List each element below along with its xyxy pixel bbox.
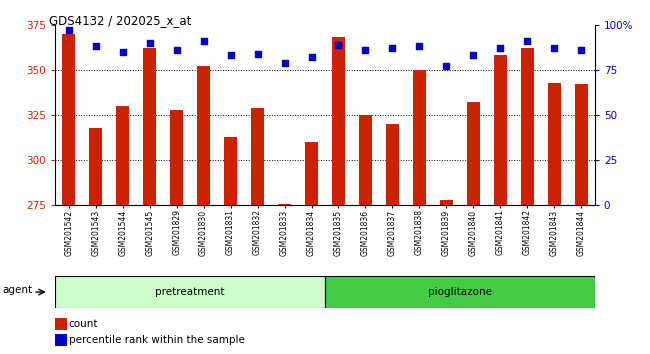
Bar <box>55 318 67 330</box>
Bar <box>55 276 325 308</box>
Bar <box>385 124 399 205</box>
Point <box>441 63 452 69</box>
Point <box>280 60 290 65</box>
Bar <box>116 106 129 205</box>
Bar <box>55 334 67 346</box>
Bar <box>224 137 237 205</box>
Bar <box>197 66 211 205</box>
Bar <box>547 82 561 205</box>
Bar <box>325 276 595 308</box>
Point <box>333 42 344 47</box>
Bar <box>305 142 318 205</box>
Point <box>172 47 182 53</box>
Bar <box>332 38 345 205</box>
Point <box>576 47 586 53</box>
Bar <box>467 102 480 205</box>
Bar <box>359 115 372 205</box>
Text: percentile rank within the sample: percentile rank within the sample <box>69 335 244 345</box>
Point <box>64 27 74 33</box>
Point <box>522 38 532 44</box>
Bar <box>278 204 291 205</box>
Bar <box>251 108 265 205</box>
Bar <box>439 200 453 205</box>
Text: count: count <box>69 319 98 329</box>
Bar <box>575 84 588 205</box>
Bar <box>62 34 75 205</box>
Point <box>118 49 128 55</box>
Point <box>414 44 424 49</box>
Point <box>198 38 209 44</box>
Point <box>495 45 506 51</box>
Point <box>144 40 155 46</box>
Bar <box>143 48 157 205</box>
Point <box>549 45 560 51</box>
Point <box>306 55 317 60</box>
Bar <box>89 128 103 205</box>
Text: pioglitazone: pioglitazone <box>428 287 492 297</box>
Point <box>226 53 236 58</box>
Point <box>360 47 370 53</box>
Point <box>387 45 398 51</box>
Bar <box>521 48 534 205</box>
Point <box>90 44 101 49</box>
Point <box>468 53 478 58</box>
Point <box>252 51 263 57</box>
Bar <box>170 110 183 205</box>
Text: agent: agent <box>3 285 33 296</box>
Text: pretreatment: pretreatment <box>155 287 225 297</box>
Text: GDS4132 / 202025_x_at: GDS4132 / 202025_x_at <box>49 14 191 27</box>
Bar <box>413 70 426 205</box>
Bar <box>493 56 507 205</box>
